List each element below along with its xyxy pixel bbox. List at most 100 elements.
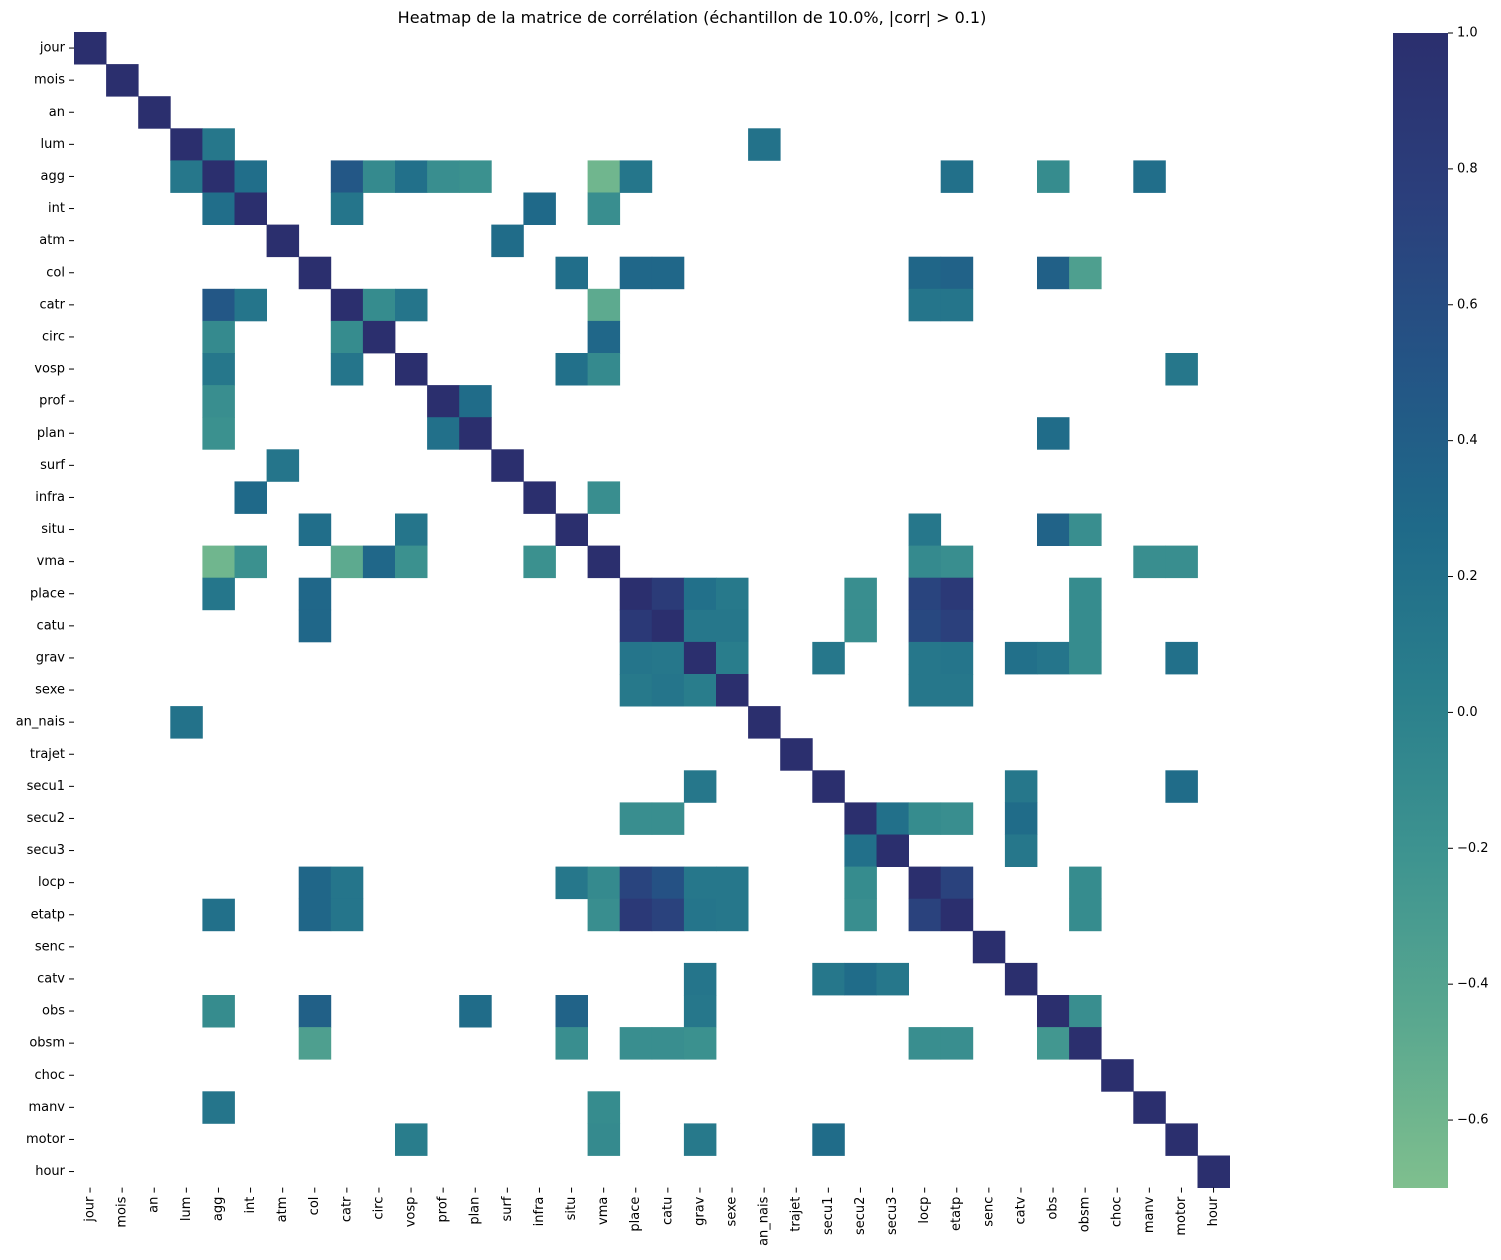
x-tick-label-catv: catv <box>1013 1196 1028 1224</box>
y-tick-label-int: int <box>48 201 65 216</box>
heatmap-cell-vma-int <box>234 545 267 579</box>
colorbar-tick-label: 0.6 <box>1457 297 1478 312</box>
heatmap-cell-col-etatp <box>940 256 974 290</box>
colorbar-tick-label: −0.4 <box>1457 977 1489 992</box>
heatmap-cell-motor-grav <box>683 1123 717 1156</box>
y-tick-label-choc: choc <box>35 1068 66 1083</box>
x-tick-label-etatp: etatp <box>949 1197 964 1231</box>
x-tick-label-secu2: secu2 <box>853 1197 868 1235</box>
heatmap-cell-atm-atm <box>266 224 300 258</box>
heatmap-cell-circ-vma <box>587 320 621 354</box>
colorbar-tick-label: 0.2 <box>1457 569 1478 584</box>
heatmap-cell-agg-agg <box>202 160 235 193</box>
heatmap-cell-obsm-col <box>298 1027 332 1060</box>
x-tick-label-vosp: vosp <box>404 1197 419 1228</box>
heatmap-cell-obs-agg <box>202 995 235 1028</box>
heatmap-cell-col-col <box>298 256 332 290</box>
heatmap-cell-vma-motor <box>1165 545 1198 579</box>
heatmap-cell-motor-secu1 <box>812 1123 845 1156</box>
y-tick-label-plan: plan <box>37 426 65 441</box>
y-tick-label-trajet: trajet <box>30 747 65 762</box>
x-tick-label-senc: senc <box>981 1197 996 1227</box>
heatmap-cell-catr-vosp <box>395 288 428 322</box>
x-axis-ticks: jour mois an lum agg int atm col catr circ vosp pro… <box>83 1187 1221 1246</box>
heatmap-cell-motor-motor <box>1165 1123 1198 1156</box>
y-tick-label-catr: catr <box>39 297 65 312</box>
y-tick-label-hour: hour <box>35 1164 65 1179</box>
heatmap-cell-agg-plan <box>459 160 492 193</box>
x-tick-label-jour: jour <box>83 1196 98 1223</box>
heatmap-cell-catr-catr <box>330 288 364 322</box>
heatmap-cell-obsm-place <box>619 1027 653 1060</box>
y-tick-label-etatp: etatp <box>31 907 65 922</box>
heatmap-cell-sexe-locp <box>908 674 942 707</box>
x-tick-label-locp: locp <box>917 1197 932 1224</box>
heatmap-cell-mois-mois <box>106 64 139 97</box>
heatmap-cell-obsm-locp <box>908 1027 942 1060</box>
heatmap-cell-obs-situ <box>555 995 588 1028</box>
heatmap-cell-locp-vma <box>587 866 621 900</box>
y-tick-label-catu: catu <box>37 618 65 633</box>
heatmap-cell-locp-grav <box>683 866 717 900</box>
heatmap-cell-grav-locp <box>908 641 942 675</box>
y-tick-label-secu2: secu2 <box>27 811 65 826</box>
heatmap-cell-agg-manv <box>1133 160 1166 193</box>
x-tick-label-obs: obs <box>1046 1196 1061 1219</box>
heatmap-cell-catr-vma <box>587 288 621 322</box>
heatmap-cell-etatp-col <box>298 898 332 932</box>
heatmap-cell-infra-infra <box>523 481 556 514</box>
heatmap-cell-agg-etatp <box>940 160 974 193</box>
heatmap-cell-circ-catr <box>330 320 364 354</box>
heatmap-cell-vma-vma <box>587 545 621 579</box>
x-tick-label-col: col <box>307 1197 322 1216</box>
heatmap-cell-col-catu <box>651 256 685 290</box>
heatmap-cell-locp-sexe <box>716 866 749 900</box>
heatmap-cell-secu1-motor <box>1165 770 1198 803</box>
heatmap-cell-locp-secu2 <box>844 866 877 900</box>
heatmap-cell-grav-sexe <box>716 641 749 675</box>
y-tick-label-secu1: secu1 <box>27 779 65 794</box>
x-tick-label-lum: lum <box>179 1197 194 1222</box>
heatmap-cell-locp-etatp <box>940 866 974 900</box>
heatmap-cell-agg-int <box>234 160 267 193</box>
heatmap-cell-obs-plan <box>459 995 492 1028</box>
heatmap-cell-obs-obs <box>1037 995 1070 1028</box>
y-tick-label-lum: lum <box>40 137 65 152</box>
heatmap-cell-atm-surf <box>491 224 524 258</box>
x-tick-label-agg: agg <box>211 1197 226 1221</box>
heatmap-cell-catr-agg <box>202 288 235 322</box>
colorbar-tick-label: 0.0 <box>1457 705 1478 720</box>
heatmap-cell-grav-obs <box>1037 641 1070 675</box>
heatmap-cell-situ-vosp <box>395 513 428 546</box>
y-tick-label-col: col <box>46 265 65 280</box>
heatmap-cell-int-infra <box>523 192 556 225</box>
heatmap-cell-secu2-place <box>619 802 653 835</box>
heatmap-cell-vosp-vma <box>587 353 621 386</box>
x-tick-label-trajet: trajet <box>789 1197 804 1232</box>
y-tick-label-motor: motor <box>26 1132 66 1147</box>
x-tick-label-int: int <box>243 1197 258 1214</box>
heatmap-cell-etatp-place <box>619 898 653 932</box>
heatmap-cell-prof-prof <box>427 385 460 418</box>
heatmap-cell-plan-obs <box>1037 417 1070 450</box>
heatmap-cell-etatp-vma <box>587 898 621 932</box>
y-tick-label-surf: surf <box>40 458 65 473</box>
heatmap-cell-lum-an-nais <box>748 128 781 161</box>
heatmap-cell-secu2-catu <box>651 802 685 835</box>
heatmap-cell-etatp-secu2 <box>844 898 877 932</box>
heatmap-cell-agg-catr <box>330 160 364 193</box>
heatmap-cell-locp-col <box>298 866 332 900</box>
y-tick-label-prof: prof <box>39 394 65 409</box>
y-tick-label-atm: atm <box>39 233 65 248</box>
y-tick-label-secu3: secu3 <box>27 843 65 858</box>
heatmap-cell-place-place <box>619 577 653 611</box>
colorbar-tick-label: 1.0 <box>1457 26 1478 41</box>
heatmap-cell-agg-obs <box>1037 160 1070 193</box>
heatmap-cell-vma-manv <box>1133 545 1166 579</box>
heatmap-cell-secu1-catv <box>1004 770 1038 803</box>
heatmap-cell-catu-etatp <box>940 609 974 643</box>
heatmap-cell-locp-catu <box>651 866 685 900</box>
heatmap-cell-obs-col <box>298 995 332 1028</box>
heatmap-cell-etatp-catu <box>651 898 685 932</box>
heatmap-cell-vma-infra <box>523 545 556 579</box>
